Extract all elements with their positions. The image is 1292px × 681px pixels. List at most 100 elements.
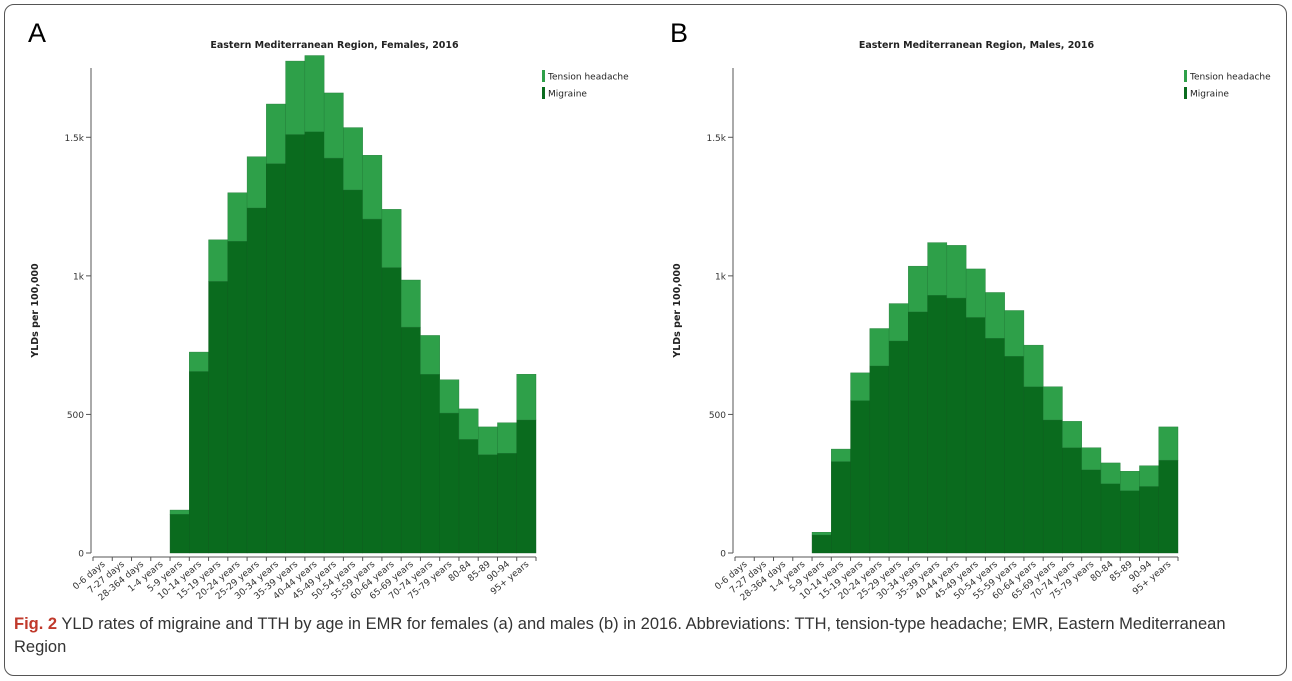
bar-tension xyxy=(850,372,871,401)
bar-tension xyxy=(478,426,498,455)
bar-tension xyxy=(227,192,248,242)
bar-migraine xyxy=(811,534,832,554)
bar-tension xyxy=(362,155,383,220)
bar-tension xyxy=(400,279,421,328)
legend-swatch xyxy=(542,87,545,99)
y-tick-label: 1k xyxy=(73,272,85,282)
caption-text: YLD rates of migraine and TTH by age in … xyxy=(14,615,1226,656)
bar-tension xyxy=(1004,310,1025,357)
bar-tension xyxy=(1081,447,1102,471)
bar-migraine xyxy=(869,365,890,554)
figure-caption: Fig. 2 YLD rates of migraine and TTH by … xyxy=(14,613,1276,659)
bar-migraine xyxy=(888,340,909,554)
bar-tension xyxy=(1100,462,1121,484)
bar-tension xyxy=(1120,471,1140,491)
bar-tension xyxy=(1042,386,1063,421)
legend-label: Migraine xyxy=(548,90,587,100)
bar-tension xyxy=(831,448,851,462)
bar-migraine xyxy=(908,311,928,554)
bar-migraine xyxy=(850,400,871,554)
bar-tension xyxy=(497,422,517,454)
bar-migraine xyxy=(266,163,286,554)
bar-migraine xyxy=(208,281,229,554)
bar-tension xyxy=(869,328,890,367)
bar-migraine xyxy=(1042,419,1063,554)
bar-migraine xyxy=(1120,490,1140,554)
bar-tension xyxy=(946,245,967,299)
y-tick-label: 0 xyxy=(78,550,84,560)
bar-migraine xyxy=(1023,386,1044,554)
bar-migraine xyxy=(420,374,440,554)
y-tick-label: 1.5k xyxy=(706,134,726,144)
bar-migraine xyxy=(831,461,851,554)
bar-tension xyxy=(1139,465,1159,487)
legend-label: Migraine xyxy=(1190,90,1229,100)
bar-migraine xyxy=(1100,483,1121,554)
bar-tension xyxy=(285,60,306,135)
bar-tension xyxy=(420,335,440,375)
bar-tension xyxy=(888,303,909,342)
y-tick-label: 500 xyxy=(709,411,726,421)
bar-tension xyxy=(1062,421,1082,448)
bar-migraine xyxy=(1139,486,1159,554)
panel-b: B Eastern Mediterranean Region, Males, 2… xyxy=(650,8,1290,608)
bar-tension xyxy=(516,374,537,421)
chart-males: Eastern Mediterranean Region, Males, 201… xyxy=(672,40,1271,603)
bar-tension xyxy=(189,351,209,372)
bar-migraine xyxy=(965,317,986,554)
panel-letter-a: A xyxy=(28,18,47,48)
legend-label: Tension headache xyxy=(547,73,629,83)
bar-migraine xyxy=(458,439,479,554)
bar-tension xyxy=(1158,426,1179,461)
bar-tension xyxy=(169,509,190,515)
bar-tension xyxy=(381,209,402,268)
y-tick-label: 500 xyxy=(67,411,84,421)
y-axis-label: YLDs per 100,000 xyxy=(30,263,41,359)
legend-label: Tension headache xyxy=(1189,73,1271,83)
bar-tension xyxy=(439,379,460,414)
bar-migraine xyxy=(304,131,325,554)
bar-tension xyxy=(246,156,267,209)
bar-migraine xyxy=(516,419,537,554)
bar-migraine xyxy=(285,134,306,554)
chart-title: Eastern Mediterranean Region, Males, 201… xyxy=(859,40,1095,51)
bar-tension xyxy=(908,265,928,313)
figure-frame xyxy=(4,4,1287,676)
bar-migraine xyxy=(246,207,267,554)
bar-migraine xyxy=(227,241,248,554)
chart-title: Eastern Mediterranean Region, Females, 2… xyxy=(210,40,459,51)
bar-tension xyxy=(458,408,479,440)
bar-tension xyxy=(266,103,286,164)
y-tick-label: 1.5k xyxy=(64,134,84,144)
bar-migraine xyxy=(439,412,460,554)
bar-migraine xyxy=(1081,469,1102,554)
bar-migraine xyxy=(1062,447,1082,554)
bar-migraine xyxy=(946,297,967,554)
y-axis-label: YLDs per 100,000 xyxy=(672,263,683,359)
bar-tension xyxy=(965,268,986,318)
bar-tension xyxy=(304,55,325,132)
legend-swatch xyxy=(542,70,545,82)
bar-migraine xyxy=(343,189,363,554)
panel-letter-b: B xyxy=(670,18,689,48)
bar-migraine xyxy=(400,326,421,554)
bar-migraine xyxy=(169,514,190,554)
panel-a: A Eastern Mediterranean Region, Females,… xyxy=(8,8,648,608)
bar-migraine xyxy=(927,295,948,554)
bar-tension xyxy=(208,239,229,282)
chart-females: Eastern Mediterranean Region, Females, 2… xyxy=(30,40,629,603)
bar-migraine xyxy=(1158,459,1179,554)
bar-migraine xyxy=(189,371,209,554)
bar-migraine xyxy=(323,157,344,554)
legend-swatch xyxy=(1184,70,1187,82)
y-tick-label: 0 xyxy=(720,550,726,560)
bar-tension xyxy=(1023,344,1044,387)
bar-migraine xyxy=(1004,356,1025,554)
bar-tension xyxy=(811,532,832,536)
bar-migraine xyxy=(497,453,517,554)
bar-tension xyxy=(927,242,948,296)
bar-tension xyxy=(343,127,363,191)
bar-migraine xyxy=(985,338,1005,554)
bar-tension xyxy=(323,92,344,159)
legend-swatch xyxy=(1184,87,1187,99)
